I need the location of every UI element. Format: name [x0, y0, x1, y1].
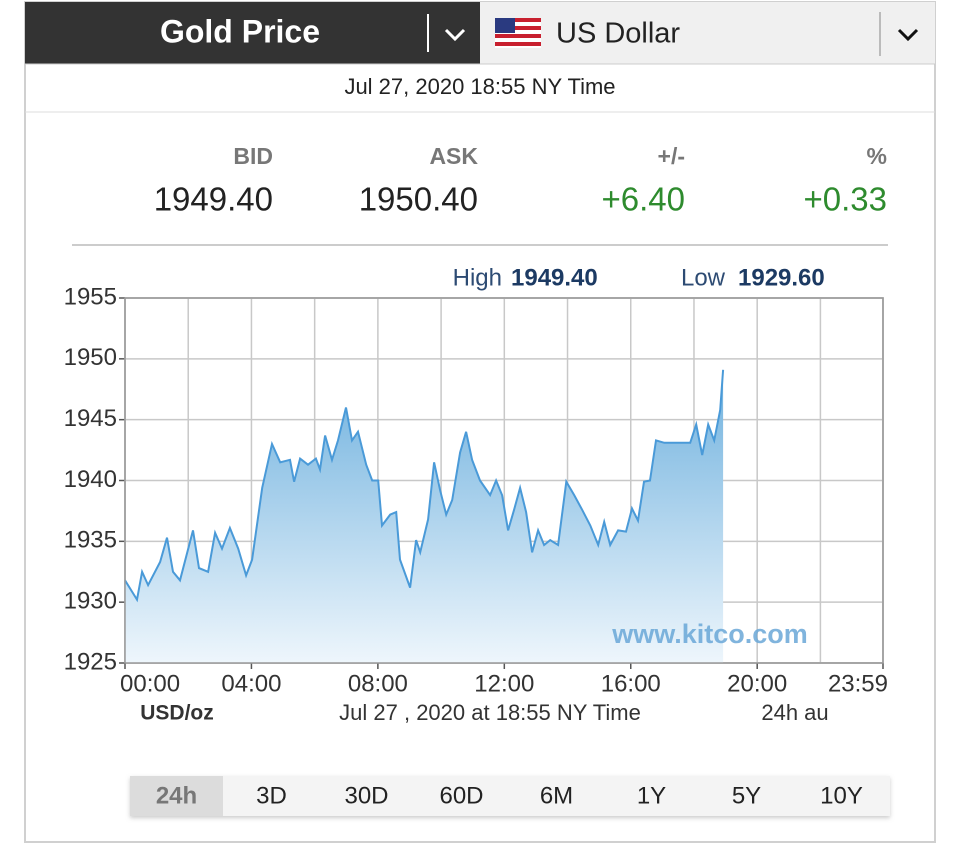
chart-footnote: Jul 27 , 2020 at 18:55 NY Time	[339, 700, 641, 725]
range-tab[interactable]: 30D	[344, 782, 388, 809]
price-line	[124, 369, 725, 603]
title-bar	[25, 2, 480, 64]
quote-value: +0.33	[804, 181, 888, 218]
x-tick-label: 04:00	[221, 670, 281, 697]
range-tab[interactable]: 1Y	[637, 782, 666, 809]
quote-label: +/-	[658, 143, 685, 169]
unit-label: USD/oz	[140, 702, 214, 725]
range-tab[interactable]: 60D	[439, 782, 483, 809]
plot-border	[124, 297, 884, 664]
y-tick-label: 1940	[64, 466, 117, 493]
high-value: 1949.40	[511, 264, 598, 291]
quote-label: ASK	[429, 143, 478, 169]
high-label: High	[453, 264, 502, 291]
quote-value: +6.40	[602, 181, 686, 218]
y-tick-label: 1950	[64, 344, 117, 371]
range-tab[interactable]: 24h	[156, 782, 197, 809]
watermark: www.kitco.com	[611, 619, 808, 649]
y-tick-label: 1945	[64, 405, 117, 432]
tab-bar	[130, 776, 890, 816]
low-value: 1929.60	[738, 264, 825, 291]
quote-value: 1949.40	[154, 181, 273, 218]
quote-value: 1950.40	[359, 181, 478, 218]
y-tick-label: 1925	[64, 648, 117, 675]
x-tick-label: 23:59	[828, 670, 888, 697]
range-tab[interactable]: 10Y	[820, 782, 863, 809]
quote-label: %	[867, 143, 887, 169]
currency-dropdown[interactable]	[897, 28, 919, 42]
price-area	[125, 369, 724, 663]
range-tab[interactable]: 6M	[540, 782, 573, 809]
y-tick-label: 1930	[64, 588, 117, 615]
tab-active-bg	[130, 776, 223, 816]
currency-bar[interactable]	[480, 2, 935, 64]
x-tick-label: 20:00	[727, 670, 787, 697]
title: Gold Price	[160, 13, 320, 49]
metal-dropdown[interactable]	[444, 28, 466, 42]
us-flag	[495, 18, 541, 48]
range-tab[interactable]: 3D	[256, 782, 287, 809]
quote-label: BID	[233, 143, 273, 169]
range-tab[interactable]: 5Y	[732, 782, 761, 809]
range-note: 24h au	[761, 700, 828, 725]
low-label: Low	[681, 264, 726, 291]
x-tick-label: 00:00	[120, 670, 180, 697]
timestamp: Jul 27, 2020 18:55 NY Time	[344, 74, 615, 99]
x-tick-label: 16:00	[601, 670, 661, 697]
y-tick-label: 1955	[64, 283, 117, 310]
currency: US Dollar	[556, 18, 680, 50]
x-tick-label: 08:00	[348, 670, 408, 697]
x-tick-label: 12:00	[474, 670, 534, 697]
y-tick-label: 1935	[64, 527, 117, 554]
